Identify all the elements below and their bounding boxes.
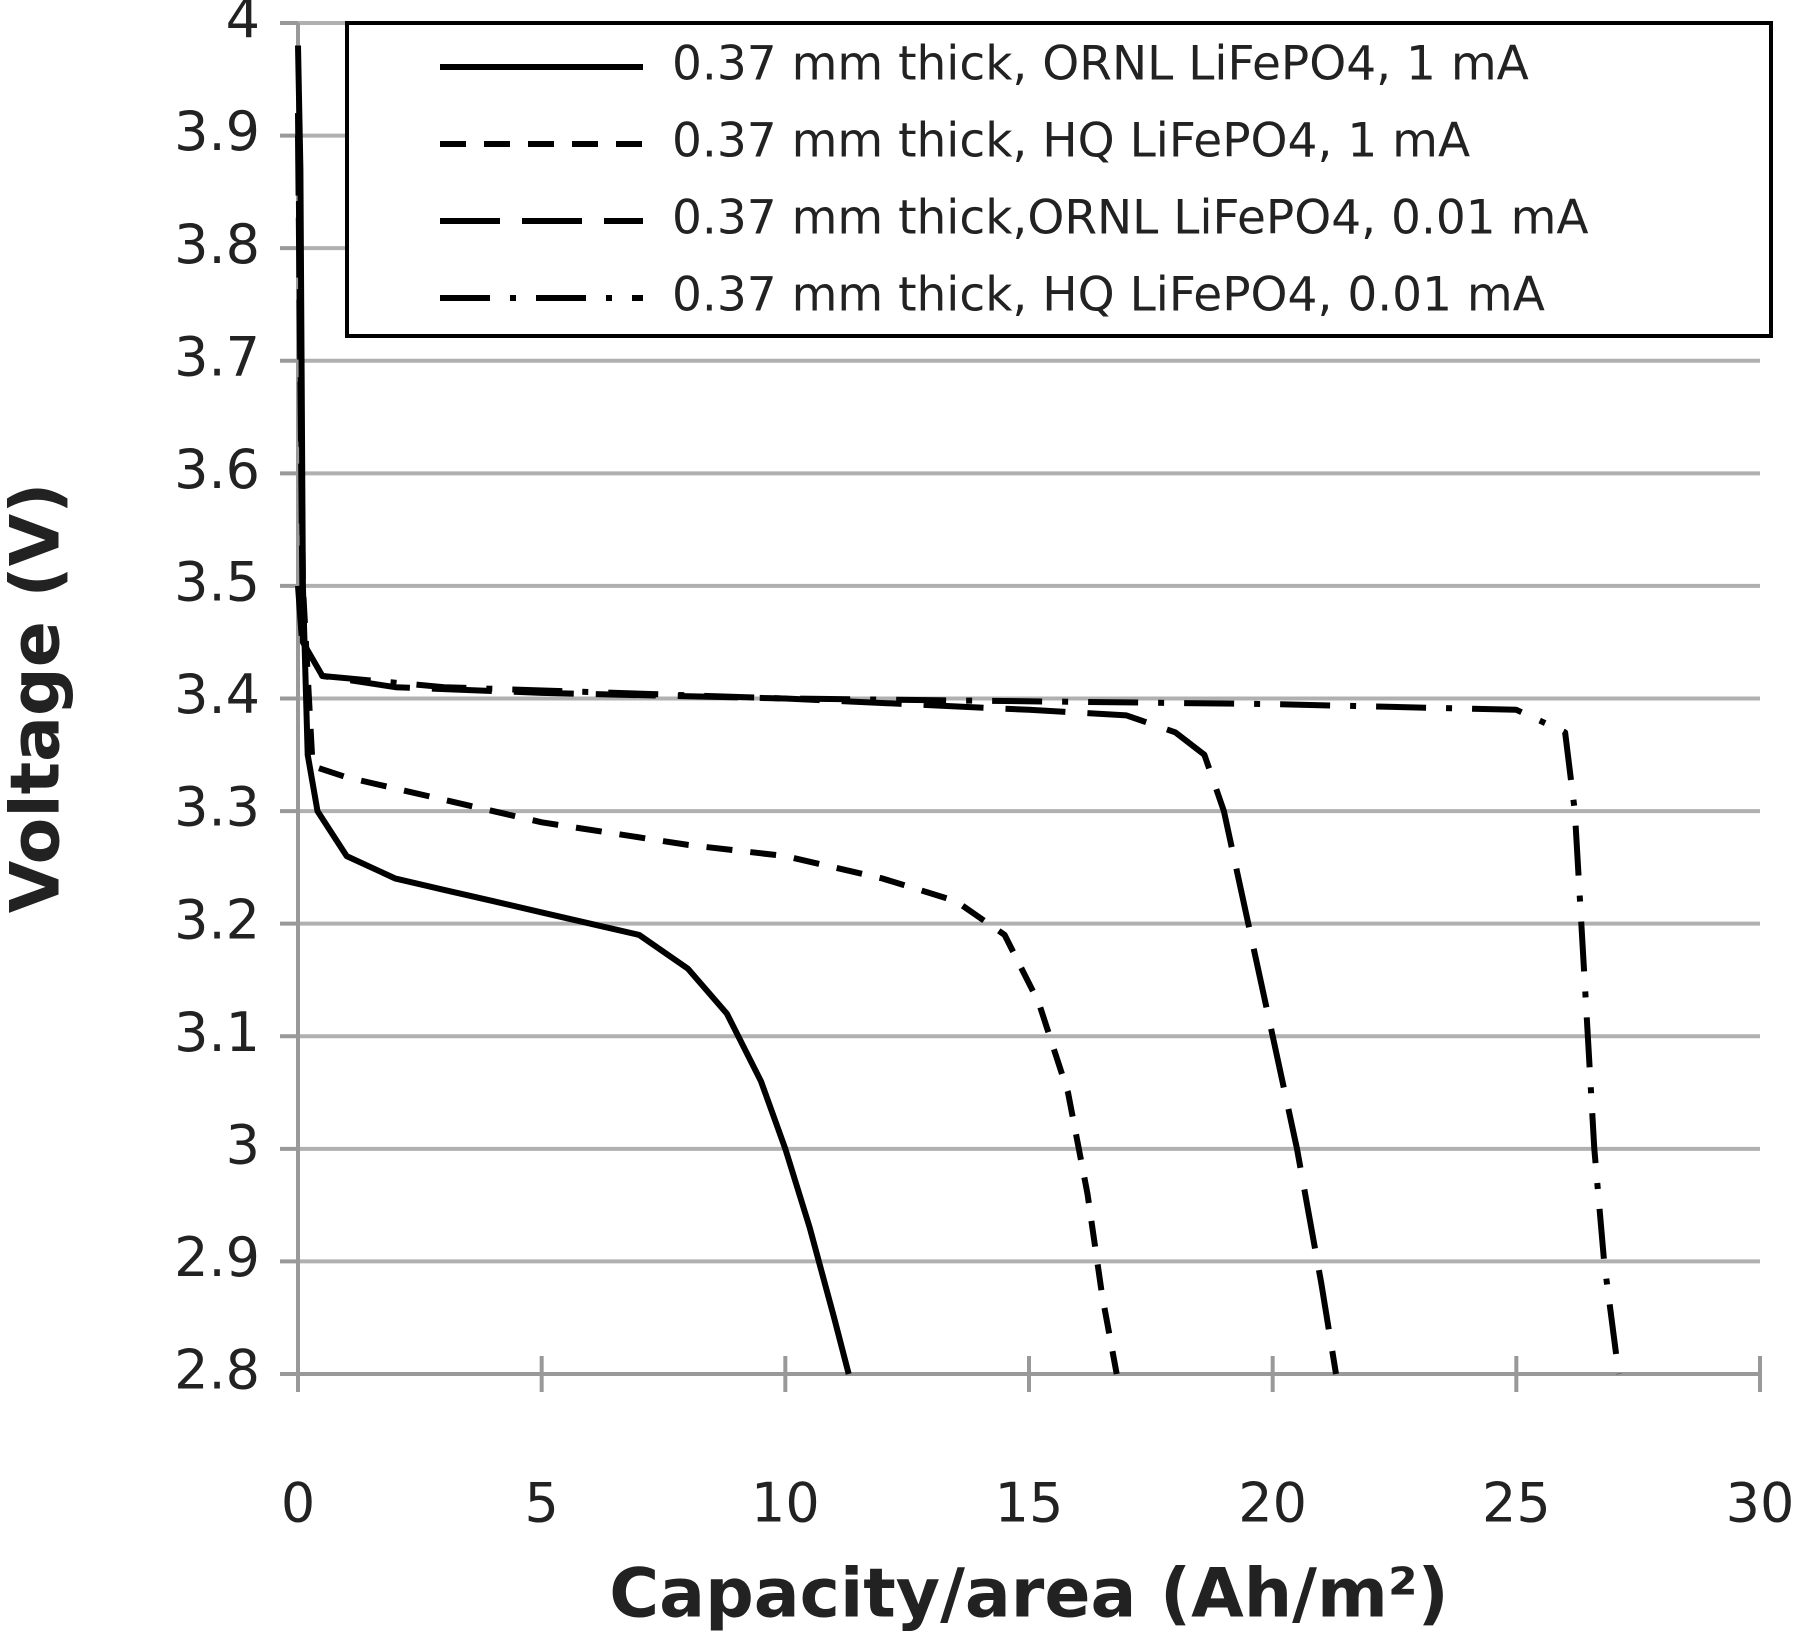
y-tick-label: 3.8 <box>174 213 260 276</box>
legend-box <box>345 21 1773 338</box>
y-tick-label: 2.9 <box>174 1226 260 1289</box>
y-tick-label: 3.5 <box>174 551 260 614</box>
series-line <box>295 45 852 1375</box>
x-tick-label: 20 <box>1238 1472 1307 1535</box>
legend-label: 0.37 mm thick,ORNL LiFePO4, 0.01 mA <box>672 191 1589 246</box>
x-tick-label: 5 <box>524 1472 558 1535</box>
x-tick-label: 0 <box>281 1472 315 1535</box>
x-tick-label: 15 <box>995 1472 1064 1535</box>
y-tick-label: 3 <box>226 1113 260 1176</box>
legend: 0.37 mm thick, ORNL LiFePO4, 1 mA 0.37 mm… <box>345 21 1773 338</box>
y-tick-label: 4 <box>226 0 260 51</box>
y-tick-label: 3.9 <box>174 100 260 163</box>
y-axis-label: Voltage (V) <box>0 483 76 914</box>
y-tick-label: 3.1 <box>174 1001 260 1064</box>
legend-label: 0.37 mm thick, HQ LiFePO4, 0.01 mA <box>672 268 1545 323</box>
y-tick-label: 2.8 <box>174 1339 260 1402</box>
x-axis-label: Capacity/area (Ah/m²) <box>609 1555 1448 1634</box>
series-line <box>295 585 1622 1375</box>
series-line <box>295 113 1120 1375</box>
x-tick-label: 30 <box>1726 1472 1795 1535</box>
y-tick-label: 3.3 <box>174 776 260 839</box>
legend-label: 0.37 mm thick, HQ LiFePO4, 1 mA <box>672 114 1470 169</box>
y-tick-label: 3.2 <box>174 888 260 951</box>
legend-label: 0.37 mm thick, ORNL LiFePO4, 1 mA <box>672 37 1529 92</box>
y-tick-label: 3.4 <box>174 663 260 726</box>
y-tick-label: 3.7 <box>174 325 260 388</box>
x-tick-label: 25 <box>1482 1472 1551 1535</box>
x-tick-label: 10 <box>751 1472 820 1535</box>
y-tick-label: 3.6 <box>174 438 260 501</box>
